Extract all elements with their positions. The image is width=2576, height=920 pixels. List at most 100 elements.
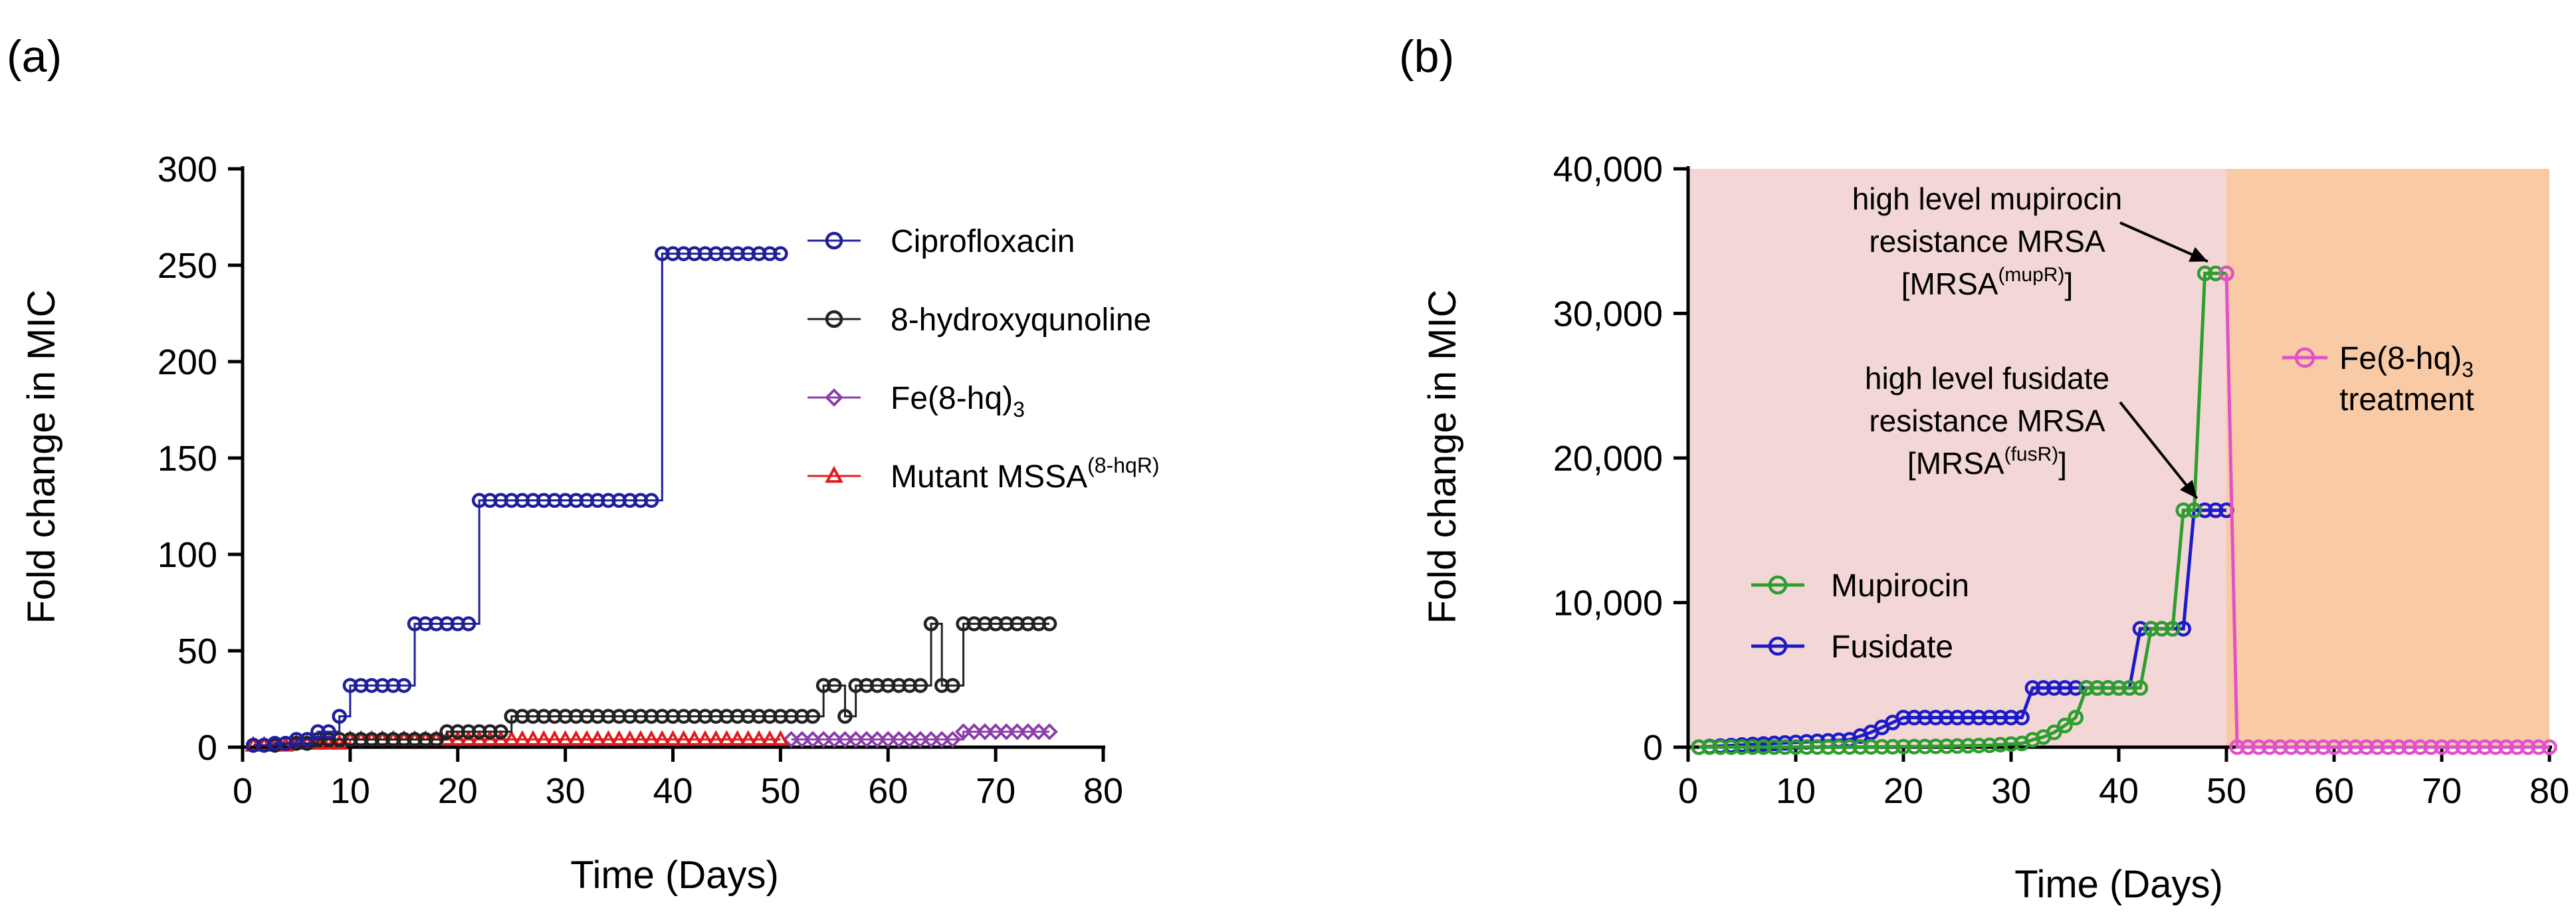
data-point (922, 731, 940, 748)
data-point (1895, 739, 1911, 755)
data-point (847, 731, 865, 748)
data-point (2218, 265, 2234, 282)
data-point (1041, 723, 1058, 741)
data-point (1842, 739, 1858, 755)
chart-a-ticks: 0 10 20 30 40 50 60 70 80 0 50 100 150 200 250 300 (158, 150, 1123, 811)
data-point (1885, 739, 1901, 755)
chart-a-x-tick-label: 20 (438, 771, 478, 811)
data-point (2477, 739, 2493, 755)
data-point (998, 723, 1016, 741)
data-point (1019, 723, 1037, 741)
data-point (396, 677, 412, 693)
data-point (2111, 680, 2127, 696)
data-point (621, 730, 639, 746)
data-point (556, 730, 574, 746)
data-point (739, 730, 757, 746)
data-point (2078, 680, 2095, 696)
annotation-mupirocin: high level mupirocin resistance MRSA [MRSA… (1852, 181, 2208, 301)
data-point (299, 732, 315, 747)
series-line (791, 731, 1050, 741)
annotation-line: resistance MRSA (1869, 403, 2105, 438)
chart-b-x-title: Time (Days) (2014, 863, 2223, 906)
data-point (965, 723, 983, 741)
data-point (901, 731, 918, 748)
data-point (2154, 621, 2170, 637)
data-point (578, 730, 595, 746)
data-point (1971, 709, 1987, 726)
data-point (1949, 709, 1965, 726)
data-point (2283, 739, 2299, 755)
data-point (2132, 680, 2149, 696)
data-point (1820, 739, 1836, 755)
data-point (1712, 739, 1729, 755)
legend-marker (825, 310, 843, 328)
data-point (1895, 709, 1911, 726)
data-point (320, 734, 338, 750)
legend-label: Fusidate (1831, 630, 1953, 665)
data-point (1691, 739, 1707, 755)
data-point (2003, 709, 2019, 726)
legend-marker (825, 231, 843, 250)
data-point (2347, 739, 2364, 755)
data-point (2304, 739, 2321, 755)
chart-b-x-tick-label: 40 (2099, 771, 2139, 811)
data-point (599, 730, 617, 746)
data-point (2315, 739, 2331, 755)
data-point (1723, 739, 1739, 755)
legend-item: Fe(8-hq)3 (807, 381, 1025, 421)
annotation-line: high level fusidate (1865, 361, 2109, 396)
data-point (1030, 723, 1047, 741)
series-b-0 (1691, 265, 2234, 755)
panel-a-label: (a) (7, 31, 62, 82)
data-point (1981, 737, 1998, 753)
data-point (1906, 709, 1922, 726)
chart-b-ticks: 0 10 20 30 40 50 60 70 80 0 10,000 20,000 30,000 40,0… (1553, 150, 2569, 811)
data-point (793, 731, 811, 748)
data-point (2488, 739, 2504, 755)
legend-label-main: Mutant MSSA (891, 459, 1087, 495)
data-point (610, 730, 628, 746)
chart-b-y-tick-label: 10,000 (1553, 584, 1663, 624)
data-point (2068, 680, 2084, 696)
legend-item: Mutant MSSA(8-hqR) (807, 453, 1160, 495)
chart-a-y-tick-label: 250 (158, 246, 217, 286)
annotation-line: [MRSA(fusR)] (1907, 443, 2067, 481)
panel-b-label: (b) (1399, 31, 1454, 82)
chart-a: 0 10 20 30 40 50 60 70 80 0 50 100 150 200 250 300 Time… (20, 150, 1160, 897)
data-point (761, 730, 779, 746)
data-point (330, 734, 348, 750)
data-point (643, 730, 660, 746)
annotation-label: Fe(8-hq)3 (2339, 341, 2474, 382)
data-point (524, 730, 542, 746)
data-point (718, 730, 736, 746)
chart-b-x-tick-label: 30 (1991, 771, 2031, 811)
data-point (2024, 680, 2041, 696)
chart-b-y-tick-label: 30,000 (1553, 294, 1663, 334)
data-point (944, 731, 962, 748)
chart-a-y-title: Fold change in MIC (20, 290, 63, 624)
annotation-subscript: 3 (2462, 358, 2474, 382)
chart-b-annotations: high level mupirocin resistance MRSA [MRSA… (1852, 181, 2474, 499)
data-point (1949, 738, 1965, 754)
data-point (2229, 739, 2245, 755)
data-point (2520, 739, 2536, 755)
data-point (493, 724, 508, 740)
data-point (697, 730, 714, 746)
data-point (2466, 739, 2482, 755)
data-point (2121, 680, 2137, 696)
chart-a-x-tick-label: 60 (868, 771, 908, 811)
data-point (2046, 680, 2062, 696)
chart-b-y-tick-label: 20,000 (1553, 439, 1663, 479)
data-point (2509, 739, 2525, 755)
data-point (2272, 739, 2288, 755)
series-a-0 (245, 246, 788, 753)
legend-item: 8-hydroxyqunoline (807, 302, 1151, 338)
chart-a-y-tick-label: 100 (158, 535, 217, 575)
data-point (2262, 739, 2278, 755)
data-point (502, 730, 520, 746)
data-point (546, 730, 564, 746)
data-point (773, 246, 788, 261)
data-point (2434, 739, 2450, 755)
data-point (976, 723, 994, 741)
chart-a-x-tick-label: 30 (546, 771, 586, 811)
